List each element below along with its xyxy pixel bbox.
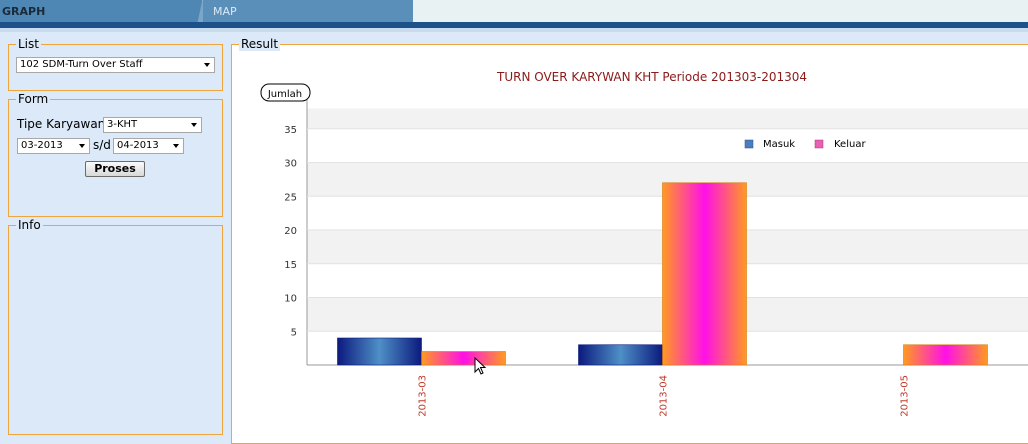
bar-masuk-2013-04 — [578, 344, 663, 366]
grid-band — [307, 108, 1028, 129]
chevron-down-icon — [79, 144, 85, 148]
y-tick-label: 15 — [284, 260, 297, 271]
x-ticks: 2013-03 2013-04 2013-05 — [418, 375, 911, 417]
list-legend: List — [16, 37, 41, 51]
legend-label-masuk: Masuk — [763, 139, 795, 150]
chevron-down-icon — [173, 144, 179, 148]
tab-graph[interactable]: GRAPH — [0, 0, 202, 22]
grid-band — [307, 128, 1028, 163]
legend-swatch-keluar — [814, 139, 824, 149]
y-tick-label: 25 — [284, 192, 297, 203]
bar-masuk-2013-03 — [337, 337, 422, 366]
legend-swatch-masuk — [744, 139, 754, 149]
list-panel: List 102 SDM-Turn Over Staff — [8, 37, 223, 91]
legend-label-keluar: Keluar — [834, 139, 866, 150]
period-from-value: 03-2013 — [21, 140, 63, 151]
list-select-value: 102 SDM-Turn Over Staff — [20, 59, 143, 70]
sd-label: s/d — [93, 138, 111, 152]
bar-keluar-2013-05 — [903, 344, 988, 366]
tab-map[interactable]: MAP — [203, 0, 413, 22]
y-tick-label: 30 — [284, 159, 297, 170]
tipe-karyawan-label: Tipe Karyawan — [17, 117, 106, 131]
header-underbar — [0, 28, 1028, 32]
bars — [337, 182, 988, 366]
bar-keluar-2013-04 — [662, 182, 747, 366]
tipe-karyawan-select[interactable]: 3-KHT — [103, 117, 202, 133]
mouse-cursor-icon — [474, 357, 487, 375]
info-panel: Info — [8, 218, 223, 435]
chart-legend: Masuk Keluar — [744, 139, 866, 150]
form-legend: Form — [16, 92, 51, 106]
header-bar — [0, 22, 1028, 28]
chevron-down-icon — [204, 63, 210, 67]
period-to-select[interactable]: 04-2013 — [113, 138, 184, 154]
x-tick-label: 2013-05 — [900, 375, 911, 417]
bar-keluar-2013-03 — [421, 351, 506, 366]
form-panel: Form Tipe Karyawan 3-KHT 03-2013 s/d 04-… — [8, 92, 223, 217]
x-tick-label: 2013-03 — [418, 375, 429, 417]
tipe-karyawan-value: 3-KHT — [107, 119, 138, 130]
x-tick-label: 2013-04 — [659, 375, 670, 417]
chevron-down-icon — [191, 123, 197, 127]
y-tick-label: 5 — [291, 327, 297, 338]
info-legend: Info — [16, 218, 43, 232]
y-axis-label: Jumlah — [267, 89, 302, 100]
period-from-select[interactable]: 03-2013 — [17, 138, 90, 154]
turnover-chart: TURN OVER KARYWAN KHT Periode 201303-201… — [260, 70, 1028, 417]
y-tick-label: 10 — [284, 294, 297, 305]
result-legend: Result — [239, 37, 281, 51]
list-select[interactable]: 102 SDM-Turn Over Staff — [16, 57, 215, 73]
y-tick-label: 20 — [284, 226, 297, 237]
tab-bar: GRAPH MAP — [0, 0, 1028, 22]
y-tick-label: 35 — [284, 125, 297, 136]
y-axis-label-box — [260, 83, 311, 102]
period-to-value: 04-2013 — [117, 140, 159, 151]
chart-title: TURN OVER KARYWAN KHT Periode 201303-201… — [496, 70, 807, 84]
proses-button[interactable]: Proses — [85, 161, 145, 177]
